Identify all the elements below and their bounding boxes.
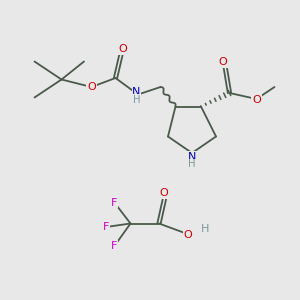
Text: N: N [132,86,141,97]
Text: O: O [159,188,168,198]
Text: O: O [218,57,227,68]
Text: O: O [118,44,127,55]
Text: F: F [103,221,109,232]
Text: H: H [188,159,196,170]
Text: O: O [252,94,261,105]
Text: O: O [184,230,193,240]
Text: H: H [201,224,210,235]
Text: O: O [87,82,96,92]
Text: F: F [111,241,117,251]
Text: H: H [133,95,140,105]
Text: F: F [111,197,117,208]
Text: N: N [188,152,196,162]
